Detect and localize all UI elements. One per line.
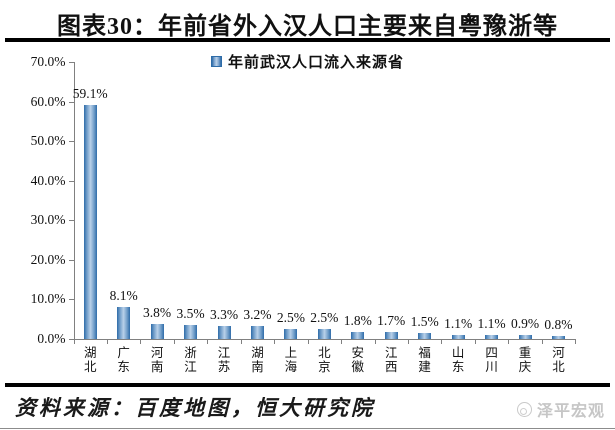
bar-value-label: 0.9% — [510, 316, 540, 332]
bar-value-label: 3.8% — [143, 304, 172, 320]
bar-value-label: 1.7% — [377, 313, 406, 329]
x-axis-tick — [407, 339, 409, 344]
bottom-hairline — [0, 428, 615, 429]
bar — [351, 331, 365, 339]
bar-value-label: 2.5% — [276, 310, 305, 326]
y-axis-tick — [68, 180, 74, 182]
y-axis-tick-label: 20.0% — [30, 251, 66, 267]
bar — [83, 105, 97, 339]
x-axis-category-label: 河北 — [552, 346, 565, 374]
bar-value-label: 1.8% — [343, 312, 372, 328]
x-axis-category-label: 安徽 — [351, 346, 365, 374]
y-axis-tick — [68, 299, 74, 301]
y-axis-tick-label: 10.0% — [30, 291, 66, 307]
bar — [418, 333, 432, 339]
x-axis-category-label: 浙江 — [184, 346, 197, 374]
chart-title: 图表30：年前省外入汉人口主要来自粤豫浙等 — [57, 14, 558, 40]
x-axis-category-label: 湖北 — [83, 346, 97, 374]
x-axis-line — [73, 339, 576, 340]
x-axis-category-label: 广东 — [117, 346, 130, 374]
y-axis-tick-label: 50.0% — [30, 133, 66, 149]
x-axis-category-label: 北京 — [318, 346, 331, 374]
x-axis-tick — [173, 339, 175, 344]
y-axis-tick — [68, 101, 74, 103]
bar-value-label: 3.2% — [243, 307, 272, 323]
x-axis-tick — [575, 339, 577, 344]
x-axis-tick — [508, 339, 510, 344]
x-axis-tick — [541, 339, 543, 344]
watermark-text: 泽平宏观 — [536, 403, 605, 420]
x-axis-tick — [207, 339, 209, 344]
y-axis-tick-label: 70.0% — [30, 54, 66, 69]
bar-value-label: 8.1% — [109, 287, 138, 303]
y-axis-tick-label: 60.0% — [30, 93, 66, 109]
bar — [217, 325, 231, 339]
watermark: 泽平宏观 — [516, 397, 605, 421]
bar — [485, 334, 499, 339]
y-axis-tick — [68, 220, 74, 222]
x-axis-category-label: 湖南 — [251, 346, 264, 374]
y-axis-tick — [68, 259, 74, 261]
bar-value-label: 3.3% — [209, 306, 239, 322]
x-axis-tick — [307, 339, 309, 344]
x-axis-tick — [374, 339, 376, 344]
legend-label: 年前武汉人口流入来源省 — [227, 55, 404, 71]
x-axis-tick — [341, 339, 343, 344]
x-axis-tick — [441, 339, 443, 344]
bar — [150, 323, 164, 339]
legend: 年前武汉人口流入来源省 — [0, 51, 615, 72]
y-axis-tick — [68, 339, 74, 340]
x-axis-tick — [274, 339, 276, 344]
bar-value-label: 3.5% — [176, 306, 205, 322]
x-axis-category-label: 福建 — [418, 346, 431, 374]
x-axis-tick — [474, 339, 476, 344]
bar — [384, 332, 398, 339]
zeping-logo-icon — [516, 401, 532, 417]
bar-value-label: 1.1% — [444, 315, 473, 331]
x-axis-category-label: 重庆 — [518, 346, 532, 374]
bar-value-label: 1.5% — [410, 314, 439, 330]
bar-value-label: 59.1% — [72, 86, 108, 102]
y-axis-line — [73, 62, 75, 339]
x-axis-tick — [240, 339, 242, 344]
x-axis-tick — [140, 339, 142, 344]
bar-value-label: 0.8% — [544, 316, 573, 332]
bar-value-label: 2.5% — [310, 310, 339, 326]
bar — [317, 329, 331, 339]
y-axis-tick — [68, 62, 74, 63]
x-axis-tick — [106, 339, 108, 344]
x-axis-category-label: 江西 — [384, 346, 398, 374]
x-axis-tick — [73, 339, 75, 344]
bottom-divider — [5, 383, 610, 387]
bar — [451, 334, 465, 339]
x-axis-category-label: 山东 — [451, 346, 465, 374]
y-axis-tick-label: 0.0% — [37, 331, 66, 346]
x-axis-category-label: 河南 — [150, 346, 164, 374]
bar — [184, 325, 198, 339]
bar — [518, 335, 532, 339]
bar — [250, 326, 264, 339]
x-axis-category-label: 上海 — [284, 346, 298, 374]
bar — [117, 306, 131, 339]
legend-marker-icon — [210, 56, 222, 67]
x-axis-category-label: 江苏 — [217, 346, 231, 374]
bar — [284, 329, 298, 339]
bar-value-label: 1.1% — [477, 315, 506, 331]
y-axis-tick — [68, 141, 74, 143]
x-axis-category-label: 四川 — [485, 346, 498, 374]
top-divider — [5, 38, 610, 42]
y-axis-tick-label: 30.0% — [30, 212, 66, 228]
bar — [551, 335, 565, 339]
source-note: 资料来源：百度地图，恒大研究院 — [15, 396, 375, 420]
y-axis-tick-label: 40.0% — [30, 172, 66, 188]
